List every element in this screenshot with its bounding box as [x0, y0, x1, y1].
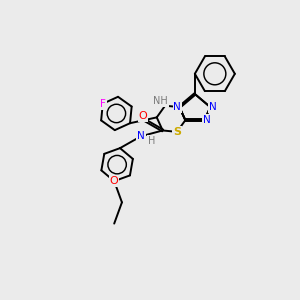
- Text: N: N: [137, 131, 145, 141]
- Text: H: H: [148, 136, 155, 146]
- Text: O: O: [110, 176, 118, 186]
- Text: N: N: [203, 115, 210, 125]
- Text: NH: NH: [153, 96, 168, 106]
- Text: F: F: [100, 99, 106, 109]
- Text: O: O: [139, 111, 148, 121]
- Text: N: N: [173, 102, 181, 112]
- Text: S: S: [173, 127, 181, 137]
- Text: N: N: [208, 102, 216, 112]
